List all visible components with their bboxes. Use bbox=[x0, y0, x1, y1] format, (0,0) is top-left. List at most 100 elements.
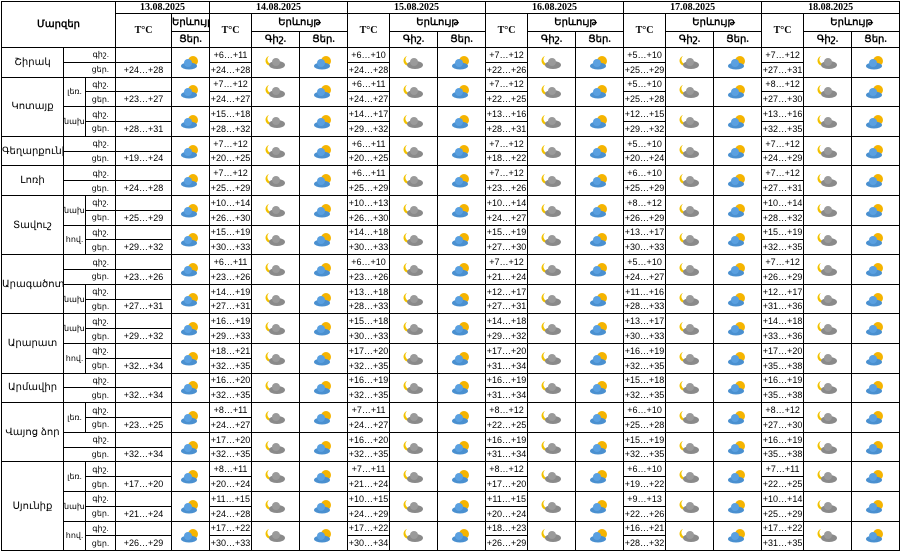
day-icon bbox=[171, 342, 211, 374]
weather-icon bbox=[679, 529, 699, 543]
weather-icon bbox=[865, 499, 883, 514]
weather-icon bbox=[313, 85, 331, 99]
weather-icon bbox=[403, 381, 423, 395]
temperature: +30…+34 bbox=[347, 535, 391, 552]
day-icon bbox=[575, 76, 625, 108]
temperature: +25…+29 bbox=[347, 180, 391, 196]
weather-icon bbox=[817, 203, 837, 217]
weather-icon bbox=[265, 85, 285, 99]
day-icon bbox=[171, 106, 211, 137]
temperature: +32…+35 bbox=[761, 120, 805, 137]
day-icon bbox=[575, 194, 625, 226]
weather-icon bbox=[403, 55, 423, 69]
weather-icon bbox=[727, 381, 745, 395]
night-icon bbox=[527, 283, 577, 315]
day-icon bbox=[713, 431, 763, 463]
day-icon bbox=[299, 461, 349, 492]
weather-icon bbox=[589, 470, 607, 484]
day-icon bbox=[713, 283, 763, 315]
temperature: +12…+17 bbox=[761, 283, 805, 300]
night-icon bbox=[251, 254, 301, 285]
weather-icon bbox=[541, 470, 561, 484]
night-icon bbox=[803, 520, 853, 552]
time-label: գիշ. bbox=[62, 165, 117, 182]
time-label: գիշ. bbox=[62, 372, 117, 389]
weather-icon bbox=[865, 85, 883, 99]
temperature: +13…+17 bbox=[623, 313, 667, 330]
night-icon bbox=[527, 461, 577, 492]
weather-icon bbox=[817, 233, 837, 247]
temperature: +16…+21 bbox=[623, 520, 667, 537]
night-icon bbox=[389, 224, 439, 256]
day-icon bbox=[713, 490, 763, 522]
weather-icon bbox=[589, 203, 607, 218]
night-icon bbox=[527, 372, 577, 404]
weather-icon bbox=[313, 410, 331, 425]
temperature: +9…+13 bbox=[623, 490, 667, 507]
weather-icon bbox=[541, 144, 561, 158]
weather-icon bbox=[865, 351, 883, 366]
temperature: +10…+15 bbox=[347, 490, 391, 507]
night-icon bbox=[251, 283, 301, 315]
weather-icon bbox=[541, 85, 561, 99]
region-name: Տավուշ bbox=[1, 194, 64, 256]
temp-empty bbox=[115, 342, 173, 359]
day-icon bbox=[437, 165, 487, 196]
region-header: Մարզեր bbox=[0, 1, 117, 48]
weather-icon bbox=[313, 292, 331, 307]
weather-icon bbox=[313, 233, 331, 247]
weather-icon bbox=[403, 144, 423, 158]
temperature: +8…+11 bbox=[209, 461, 253, 478]
temperature: +15…+19 bbox=[209, 224, 253, 241]
night-icon bbox=[803, 283, 853, 315]
date-header: 16.08.2025 bbox=[485, 1, 625, 14]
temperature: +25…+29 bbox=[623, 180, 667, 196]
weather-icon bbox=[589, 233, 607, 247]
weather-icon bbox=[180, 499, 198, 514]
temperature: +32…+35 bbox=[347, 357, 391, 374]
temperature: +32…+35 bbox=[623, 387, 667, 404]
weather-icon bbox=[817, 440, 837, 454]
temperature: +24…+28 bbox=[347, 61, 391, 78]
date-header: 15.08.2025 bbox=[347, 1, 487, 14]
temperature: +16…+19 bbox=[761, 431, 805, 448]
temperature: +18…+21 bbox=[209, 342, 253, 359]
temperature: +24…+27 bbox=[209, 416, 253, 433]
temperature: +20…+24 bbox=[485, 505, 529, 522]
weather-icon bbox=[727, 233, 745, 247]
time-label: ցեր. bbox=[62, 387, 117, 404]
night-icon bbox=[803, 402, 853, 433]
weather-icon bbox=[679, 410, 699, 424]
weather-icon bbox=[727, 174, 745, 188]
time-label: ցեր. bbox=[84, 298, 117, 315]
day-icon bbox=[713, 254, 763, 285]
data-row: Գեղարքունիքգիշ.+7…+12+6…+11+7…+12+5…+10+… bbox=[1, 135, 900, 167]
temperature: +17…+20 bbox=[761, 342, 805, 359]
temp-header: T°C bbox=[347, 13, 391, 48]
region-name: Սյունիք bbox=[1, 461, 64, 552]
temperature: +32…+35 bbox=[623, 357, 667, 374]
weather-icon bbox=[817, 381, 837, 395]
header-row: Մարզեր 13.08.2025 14.08.2025 15.08.2025 16.0… bbox=[0, 1, 900, 48]
temperature: +31…+34 bbox=[485, 446, 529, 463]
weather-icon bbox=[817, 322, 837, 336]
temp-empty bbox=[115, 194, 173, 211]
temperature: +23…+25 bbox=[115, 416, 173, 433]
weather-icon bbox=[727, 144, 745, 159]
weather-icon bbox=[403, 470, 423, 484]
weather-icon bbox=[180, 233, 198, 247]
weather-icon bbox=[865, 381, 883, 395]
night-icon bbox=[665, 194, 715, 226]
temperature: +7…+12 bbox=[485, 135, 529, 152]
temperature: +14…+18 bbox=[761, 313, 805, 330]
time-label: գիշ. bbox=[62, 47, 117, 63]
day-icon bbox=[299, 520, 349, 552]
night-icon bbox=[803, 135, 853, 167]
weather-icon bbox=[679, 499, 699, 513]
temperature: +30…+33 bbox=[209, 535, 253, 552]
temp-empty bbox=[115, 372, 173, 389]
weather-icon bbox=[403, 529, 423, 543]
time-label: ցեր. bbox=[84, 357, 117, 374]
temperature: +35…+38 bbox=[761, 446, 805, 463]
